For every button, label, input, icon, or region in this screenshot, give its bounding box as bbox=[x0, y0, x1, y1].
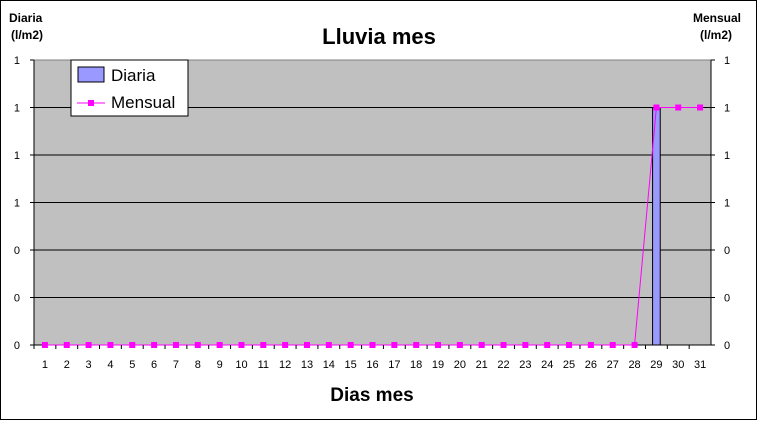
point-mensual bbox=[587, 342, 594, 348]
y-tick-label-right: 1 bbox=[724, 55, 730, 67]
x-tick-label: 2 bbox=[64, 359, 70, 371]
point-mensual bbox=[63, 342, 70, 348]
y-tick-label-left: 1 bbox=[14, 150, 20, 162]
y-tick-label-right: 1 bbox=[724, 198, 730, 210]
line-mensual bbox=[41, 104, 704, 348]
y-axis-left-label-2: (l/m2) bbox=[11, 28, 43, 42]
x-tick-label: 13 bbox=[301, 359, 313, 371]
x-tick-label: 24 bbox=[541, 359, 553, 371]
y-tick-label-right: 0 bbox=[724, 340, 730, 352]
x-tick-label: 31 bbox=[694, 359, 706, 371]
legend: Diaria Mensual bbox=[70, 59, 189, 117]
point-mensual bbox=[522, 342, 529, 348]
x-axis-label: Dias mes bbox=[330, 385, 413, 406]
point-mensual bbox=[631, 342, 638, 348]
y-tick-label-left: 0 bbox=[14, 245, 20, 257]
point-mensual bbox=[675, 104, 682, 111]
point-mensual bbox=[413, 342, 420, 348]
point-mensual bbox=[325, 342, 332, 348]
point-mensual bbox=[238, 342, 245, 348]
x-tick-label: 22 bbox=[497, 359, 509, 371]
point-mensual bbox=[500, 342, 507, 348]
x-tick-label: 16 bbox=[366, 359, 378, 371]
bars-diaria bbox=[652, 107, 661, 346]
x-ticks: 1 2 3 4 5 6 7 8 9 10 11 12 13 14 15 16 17 18 19 20 21 22 23 24 2… bbox=[33, 345, 706, 371]
x-tick-label: 5 bbox=[129, 359, 135, 371]
x-tick-label: 27 bbox=[607, 359, 619, 371]
x-tick-label: 8 bbox=[195, 359, 201, 371]
x-tick-label: 30 bbox=[672, 359, 684, 371]
x-tick-label: 19 bbox=[432, 359, 444, 371]
x-tick-label: 29 bbox=[650, 359, 662, 371]
y-tick-label-right: 0 bbox=[724, 245, 730, 257]
bar-diaria bbox=[652, 107, 661, 346]
y-tick-label-left: 0 bbox=[14, 340, 20, 352]
point-mensual bbox=[194, 342, 201, 348]
x-tick-label: 1 bbox=[42, 359, 48, 371]
x-tick-label: 6 bbox=[151, 359, 157, 371]
point-mensual bbox=[129, 342, 136, 348]
y-tick-label-left: 1 bbox=[14, 55, 20, 67]
x-tick-label: 3 bbox=[86, 359, 92, 371]
x-tick-label: 25 bbox=[563, 359, 575, 371]
y-axis-right-label-1: Mensual bbox=[693, 11, 741, 25]
y-tick-label-left: 1 bbox=[14, 198, 20, 210]
x-tick-label: 20 bbox=[454, 359, 466, 371]
point-mensual bbox=[369, 342, 376, 348]
point-mensual bbox=[107, 342, 114, 348]
point-mensual bbox=[172, 342, 179, 348]
legend-marker-mensual bbox=[88, 100, 94, 106]
x-tick-label: 21 bbox=[476, 359, 488, 371]
point-mensual bbox=[347, 342, 354, 348]
point-mensual bbox=[697, 104, 704, 111]
point-mensual bbox=[41, 342, 48, 348]
x-tick-label: 18 bbox=[410, 359, 422, 371]
point-mensual bbox=[260, 342, 267, 348]
point-mensual bbox=[216, 342, 223, 348]
x-tick-label: 14 bbox=[323, 359, 335, 371]
point-mensual bbox=[85, 342, 92, 348]
x-tick-label: 11 bbox=[258, 359, 269, 371]
x-tick-label: 10 bbox=[235, 359, 247, 371]
point-mensual bbox=[435, 342, 442, 348]
x-tick-label: 26 bbox=[585, 359, 597, 371]
point-mensual bbox=[653, 104, 660, 111]
x-tick-label: 12 bbox=[279, 359, 291, 371]
point-mensual bbox=[609, 342, 616, 348]
point-mensual bbox=[566, 342, 573, 348]
y-tick-label-right: 1 bbox=[724, 150, 730, 162]
point-mensual bbox=[282, 342, 289, 348]
x-tick-label: 28 bbox=[628, 359, 640, 371]
point-mensual bbox=[544, 342, 551, 348]
point-mensual bbox=[478, 342, 485, 348]
chart-title: Lluvia mes bbox=[322, 24, 436, 49]
legend-label-mensual: Mensual bbox=[111, 93, 175, 112]
y-tick-label-left: 1 bbox=[14, 103, 20, 115]
x-tick-label: 9 bbox=[217, 359, 223, 371]
y-tick-label-left: 0 bbox=[14, 293, 20, 305]
x-tick-label: 15 bbox=[345, 359, 357, 371]
point-mensual bbox=[456, 342, 463, 348]
y-tick-label-right: 0 bbox=[724, 293, 730, 305]
point-mensual bbox=[303, 342, 310, 348]
x-tick-label: 17 bbox=[388, 359, 400, 371]
x-tick-label: 23 bbox=[519, 359, 531, 371]
y-tick-label-right: 1 bbox=[724, 103, 730, 115]
y-axis-left-label-1: Diaria bbox=[9, 11, 43, 25]
point-mensual bbox=[391, 342, 398, 348]
x-tick-label: 7 bbox=[173, 359, 179, 371]
legend-label-diaria: Diaria bbox=[111, 66, 156, 85]
y-axis-right-label-2: (l/m2) bbox=[700, 28, 732, 42]
y-ticks-right: 0 0 0 1 1 1 1 bbox=[711, 55, 730, 352]
y-ticks-left: 0 0 0 1 1 1 1 bbox=[14, 55, 34, 352]
point-mensual bbox=[151, 342, 158, 348]
x-tick-label: 4 bbox=[107, 359, 113, 371]
legend-swatch-diaria bbox=[77, 66, 105, 83]
